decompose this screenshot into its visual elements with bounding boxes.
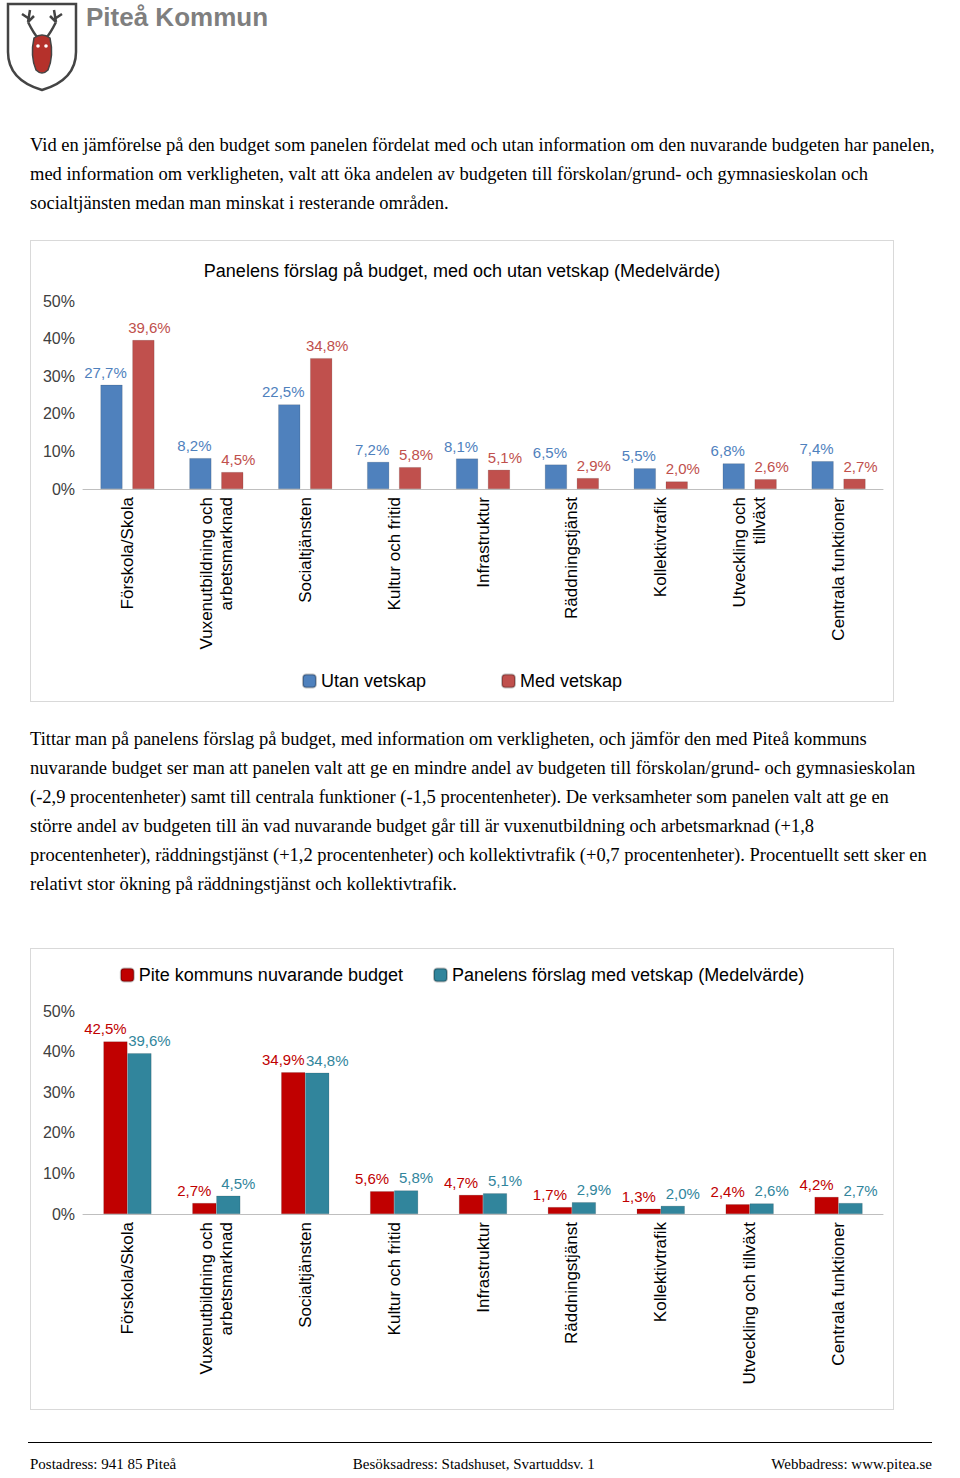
svg-text:8,1%: 8,1% <box>444 438 478 455</box>
html-text:Postadress: 941 85 Piteå: Postadress: 941 85 Piteå <box>30 1456 177 1472</box>
svg-text:Kultur och fritid: Kultur och fritid <box>385 1222 404 1335</box>
svg-text:20%: 20% <box>43 405 75 422</box>
html-text:Vid en jämförelse på den budge: Vid en jämförelse på den budget som pane… <box>30 135 935 213</box>
svg-text:5,6%: 5,6% <box>355 1170 389 1187</box>
svg-text:Utveckling och tillväxt: Utveckling och tillväxt <box>740 1222 759 1385</box>
svg-text:Kollektivtrafik: Kollektivtrafik <box>651 1222 670 1323</box>
svg-text:39,6%: 39,6% <box>128 1032 171 1049</box>
html-text:Besöksadress: Stadshuset, Svar: Besöksadress: Stadshuset, Svartuddsv. 1 <box>352 1456 595 1472</box>
svg-text:Centrala funktioner: Centrala funktioner <box>829 1222 848 1366</box>
svg-text:5,1%: 5,1% <box>488 1172 522 1189</box>
svg-text:50%: 50% <box>43 1003 75 1020</box>
svg-text:2,0%: 2,0% <box>666 1185 700 1202</box>
svg-text:8,2%: 8,2% <box>177 437 211 454</box>
svg-text:10%: 10% <box>43 443 75 460</box>
svg-text:34,8%: 34,8% <box>306 337 349 354</box>
svg-text:Kultur och fritid: Kultur och fritid <box>385 497 404 610</box>
svg-text:Räddningstjänst: Räddningstjänst <box>562 497 581 619</box>
svg-text:2,6%: 2,6% <box>755 1182 789 1199</box>
svg-text:7,2%: 7,2% <box>355 441 389 458</box>
svg-text:5,8%: 5,8% <box>399 1169 433 1186</box>
svg-text:0%: 0% <box>52 1206 75 1223</box>
svg-text:30%: 30% <box>43 1084 75 1101</box>
svg-text:1,3%: 1,3% <box>622 1188 656 1205</box>
svg-text:arbetsmarknad: arbetsmarknad <box>217 497 236 610</box>
svg-text:tillväxt: tillväxt <box>750 497 769 545</box>
svg-text:Infrastruktur: Infrastruktur <box>474 497 493 588</box>
html-text:Webbadress: www.pitea.se: Webbadress: www.pitea.se <box>771 1456 932 1472</box>
svg-text:Utveckling och: Utveckling och <box>730 497 749 608</box>
svg-text:Socialtjänsten: Socialtjänsten <box>296 1222 315 1328</box>
svg-text:40%: 40% <box>43 330 75 347</box>
svg-text:34,8%: 34,8% <box>306 1052 349 1069</box>
svg-text:Förskola/Skola: Förskola/Skola <box>118 496 137 609</box>
svg-text:34,9%: 34,9% <box>262 1051 305 1068</box>
svg-text:4,5%: 4,5% <box>221 451 255 468</box>
svg-text:5,8%: 5,8% <box>399 446 433 463</box>
svg-text:Utan vetskap: Utan vetskap <box>321 671 426 691</box>
svg-text:Panelens förslag på budget, me: Panelens förslag på budget, med och utan… <box>204 261 720 281</box>
svg-text:2,7%: 2,7% <box>843 1182 877 1199</box>
svg-text:Vuxenutbildning och: Vuxenutbildning och <box>197 497 216 650</box>
svg-text:Förskola/Skola: Förskola/Skola <box>118 1221 137 1334</box>
svg-text:50%: 50% <box>43 293 75 310</box>
svg-text:Räddningstjänst: Räddningstjänst <box>562 1222 581 1344</box>
svg-text:Med vetskap: Med vetskap <box>520 671 622 691</box>
svg-text:2,4%: 2,4% <box>711 1183 745 1200</box>
svg-text:7,4%: 7,4% <box>800 440 834 457</box>
svg-text:Pite kommuns nuvarande budget: Pite kommuns nuvarande budget <box>139 965 403 985</box>
svg-text:4,2%: 4,2% <box>799 1176 833 1193</box>
svg-text:20%: 20% <box>43 1124 75 1141</box>
svg-text:42,5%: 42,5% <box>84 1020 127 1037</box>
svg-text:2,6%: 2,6% <box>755 458 789 475</box>
svg-text:Vuxenutbildning och: Vuxenutbildning och <box>197 1222 216 1375</box>
svg-text:2,7%: 2,7% <box>843 458 877 475</box>
svg-text:Panelens förslag med vetskap (: Panelens förslag med vetskap (Medelvärde… <box>452 965 804 985</box>
svg-text:10%: 10% <box>43 1165 75 1182</box>
svg-text:Kollektivtrafik: Kollektivtrafik <box>651 497 670 598</box>
svg-text:Socialtjänsten: Socialtjänsten <box>296 497 315 603</box>
svg-text:2,9%: 2,9% <box>577 457 611 474</box>
svg-text:2,9%: 2,9% <box>577 1181 611 1198</box>
svg-text:Centrala funktioner: Centrala funktioner <box>829 497 848 641</box>
svg-text:Infrastruktur: Infrastruktur <box>474 1222 493 1313</box>
svg-text:39,6%: 39,6% <box>128 319 171 336</box>
svg-text:2,7%: 2,7% <box>177 1182 211 1199</box>
svg-text:arbetsmarknad: arbetsmarknad <box>217 1222 236 1335</box>
svg-text:30%: 30% <box>43 368 75 385</box>
svg-text:5,1%: 5,1% <box>488 449 522 466</box>
svg-text:6,8%: 6,8% <box>711 442 745 459</box>
svg-text:5,5%: 5,5% <box>622 447 656 464</box>
svg-text:40%: 40% <box>43 1043 75 1060</box>
svg-text:27,7%: 27,7% <box>84 364 127 381</box>
svg-text:1,7%: 1,7% <box>533 1186 567 1203</box>
html-text:Tittar man på panelens förslag: Tittar man på panelens förslag på budget… <box>30 729 927 894</box>
svg-text:0%: 0% <box>52 481 75 498</box>
html-text:Piteå Kommun: Piteå Kommun <box>86 2 268 32</box>
svg-text:2,0%: 2,0% <box>666 460 700 477</box>
svg-text:4,7%: 4,7% <box>444 1174 478 1191</box>
svg-text:22,5%: 22,5% <box>262 383 305 400</box>
svg-text:4,5%: 4,5% <box>221 1175 255 1192</box>
svg-text:6,5%: 6,5% <box>533 444 567 461</box>
